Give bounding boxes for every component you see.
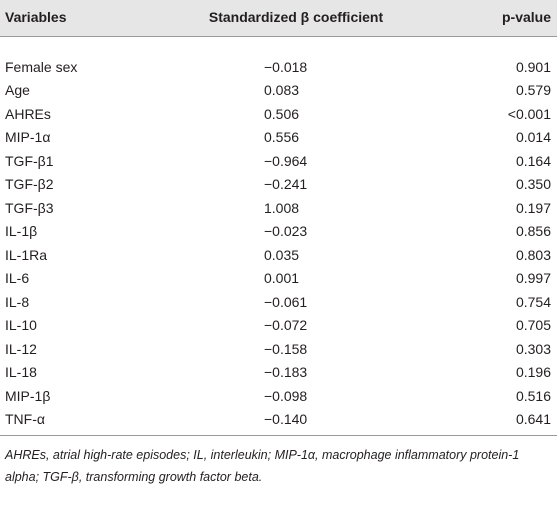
table-rule: [0, 435, 557, 436]
variable-cell: TGF-β3: [5, 199, 54, 216]
coefficient-cell: 0.001: [264, 270, 300, 287]
variable-cell: IL-6: [5, 270, 30, 287]
p-value-cell: 0.901: [515, 59, 551, 75]
coefficient-cell: −0.241: [264, 176, 308, 193]
p-value-cell: 0.303: [515, 340, 551, 357]
p-value-cell: 0.014: [515, 129, 551, 146]
coefficient-cell: 0.035: [264, 246, 300, 263]
variable-cell: MIP-1β: [5, 387, 51, 404]
coefficient-cell: 0.083: [264, 82, 300, 99]
variable-cell: IL-8: [5, 293, 30, 310]
coefficient-cell: −0.964: [264, 152, 308, 169]
variable-cell: AHREs: [5, 105, 51, 122]
coefficient-cell: −0.072: [264, 317, 308, 334]
variable-cell: IL-18: [5, 364, 37, 381]
variable-cell: TGF-β2: [5, 176, 54, 193]
variable-cell: MIP-1α: [5, 129, 51, 146]
variable-cell: IL-1Ra: [5, 246, 48, 263]
p-value-cell: 0.516: [515, 387, 551, 404]
coefficient-cell: −0.061: [264, 293, 308, 310]
p-value-cell: 0.997: [515, 270, 551, 287]
table-footnote: AHREs, atrial high-rate episodes; IL, in…: [5, 448, 520, 484]
variable-cell: Female sex: [5, 59, 78, 75]
p-value-cell: 0.641: [515, 411, 551, 428]
variable-cell: TGF-β1: [5, 152, 54, 169]
header-cell: Variables: [5, 9, 67, 25]
variable-cell: TNF-α: [5, 411, 45, 428]
variable-cell: IL-1β: [5, 223, 38, 240]
p-value-cell: 0.803: [515, 246, 551, 263]
p-value-cell: <0.001: [507, 105, 551, 122]
variable-cell: IL-12: [5, 340, 37, 357]
coefficient-cell: −0.158: [264, 340, 308, 357]
p-value-cell: 0.856: [515, 223, 551, 240]
table-header: Variables Standardized β coefficient p-v…: [0, 0, 557, 37]
coefficient-cell: 0.506: [264, 105, 300, 122]
coefficient-cell: −0.098: [264, 387, 308, 404]
coefficient-cell: −0.023: [264, 223, 308, 240]
variable-cell: Age: [5, 82, 30, 99]
coefficient-cell: −0.140: [264, 411, 308, 428]
p-value-cell: 0.350: [515, 176, 551, 193]
p-value-cell: 0.754: [515, 293, 551, 310]
p-value-cell: 0.197: [515, 199, 551, 216]
p-value-cell: 0.196: [515, 364, 551, 381]
coefficient-cell: −0.018: [264, 59, 308, 75]
p-value-cell: 0.164: [515, 152, 551, 169]
coefficient-cell: 1.008: [264, 199, 300, 216]
variable-cell: IL-10: [5, 317, 37, 334]
coefficient-cell: −0.183: [264, 364, 308, 381]
coefficient-cell: 0.556: [264, 129, 300, 146]
p-value-cell: 0.579: [515, 82, 551, 99]
header-cell: p-value: [501, 9, 551, 25]
p-value-cell: 0.705: [515, 317, 551, 334]
header-cell: Standardized β coefficient: [208, 9, 384, 25]
